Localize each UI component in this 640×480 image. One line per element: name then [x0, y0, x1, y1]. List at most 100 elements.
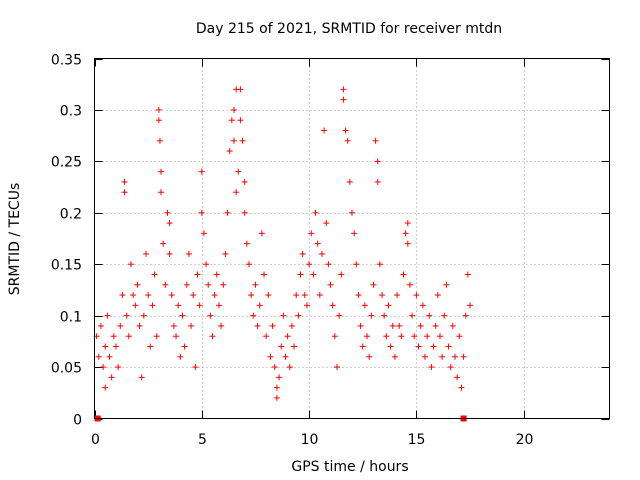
data-point [117, 322, 124, 329]
tick-layer: 0 0.05 0.1 0.15 0.2 0.25 0.3 0.35 0 5 10 15 20 [51, 53, 610, 448]
data-point [183, 281, 190, 288]
data-point [312, 209, 319, 216]
data-point [155, 106, 162, 113]
data-point [428, 364, 435, 371]
data-point [228, 117, 235, 124]
data-point [353, 261, 360, 268]
data-point [276, 374, 283, 381]
data-point [445, 343, 452, 350]
data-point [175, 302, 182, 309]
data-point [218, 322, 225, 329]
data-point [162, 281, 169, 288]
data-point [381, 312, 388, 319]
y-tick-label: 0.1 [60, 310, 82, 326]
x-axis-label: GPS time / hours [291, 459, 408, 475]
data-point [303, 302, 310, 309]
data-point [278, 343, 285, 350]
data-point [273, 384, 280, 391]
grid-layer [94, 58, 610, 419]
data-point [284, 333, 291, 340]
data-point [462, 312, 469, 319]
data-point [430, 343, 437, 350]
data-point [314, 240, 321, 247]
data-point [456, 333, 463, 340]
data-point [387, 343, 394, 350]
data-point [160, 240, 167, 247]
data-point [168, 292, 175, 299]
data-point [267, 353, 274, 360]
data-point [344, 137, 351, 144]
data-point [385, 302, 392, 309]
data-point [166, 220, 173, 227]
x-tick-label: 20 [516, 432, 534, 448]
data-point [325, 261, 332, 268]
data-point [436, 333, 443, 340]
data-point [263, 333, 270, 340]
data-point [200, 230, 207, 237]
data-point [441, 312, 448, 319]
data-point [241, 178, 248, 185]
data-point [248, 292, 255, 299]
data-point [121, 189, 128, 196]
data-point [209, 333, 216, 340]
data-point [110, 333, 117, 340]
data-point [136, 322, 143, 329]
data-point [254, 322, 261, 329]
y-tick-label: 0.25 [51, 155, 82, 171]
data-point [140, 312, 147, 319]
data-point [203, 261, 210, 268]
data-point [100, 364, 107, 371]
data-point [147, 343, 154, 350]
data-point [411, 333, 418, 340]
data-point [452, 353, 458, 360]
data-point [243, 240, 250, 247]
data-point [138, 374, 145, 381]
data-point [207, 312, 214, 319]
data-point [179, 312, 186, 319]
data-point [280, 312, 287, 319]
data-point [155, 117, 162, 124]
data-point [366, 353, 373, 360]
plot-frame [94, 58, 610, 419]
data-point [134, 281, 141, 288]
data-point [340, 96, 347, 103]
data-point [370, 281, 377, 288]
data-point [333, 364, 340, 371]
data-point [349, 209, 355, 216]
data-point [102, 343, 109, 350]
data-point [449, 322, 456, 329]
data-point [121, 178, 128, 185]
data-point [130, 292, 137, 299]
data-point [432, 322, 439, 329]
data-point [177, 353, 184, 360]
data-point [237, 86, 244, 93]
data-point [123, 312, 130, 319]
data-point [321, 127, 328, 134]
data-point [376, 261, 383, 268]
data-point [153, 333, 160, 340]
data-point [196, 302, 203, 309]
data-point [215, 302, 222, 309]
data-point [374, 178, 381, 185]
data-point [372, 137, 379, 144]
data-point [269, 322, 276, 329]
data-point [364, 333, 371, 340]
data-point [329, 302, 336, 309]
data-point [359, 343, 366, 350]
y-tick-label: 0 [73, 413, 82, 429]
data-point [205, 281, 212, 288]
data-point [400, 271, 407, 278]
data-point [467, 302, 474, 309]
y-tick-label: 0.35 [51, 53, 82, 69]
data-point [318, 250, 325, 257]
data-point [439, 353, 446, 360]
data-point [181, 343, 188, 350]
data-point [213, 271, 220, 278]
data-point [250, 312, 257, 319]
data-point [308, 230, 315, 237]
data-point [235, 168, 242, 175]
data-point [151, 271, 158, 278]
data-point [447, 364, 454, 371]
